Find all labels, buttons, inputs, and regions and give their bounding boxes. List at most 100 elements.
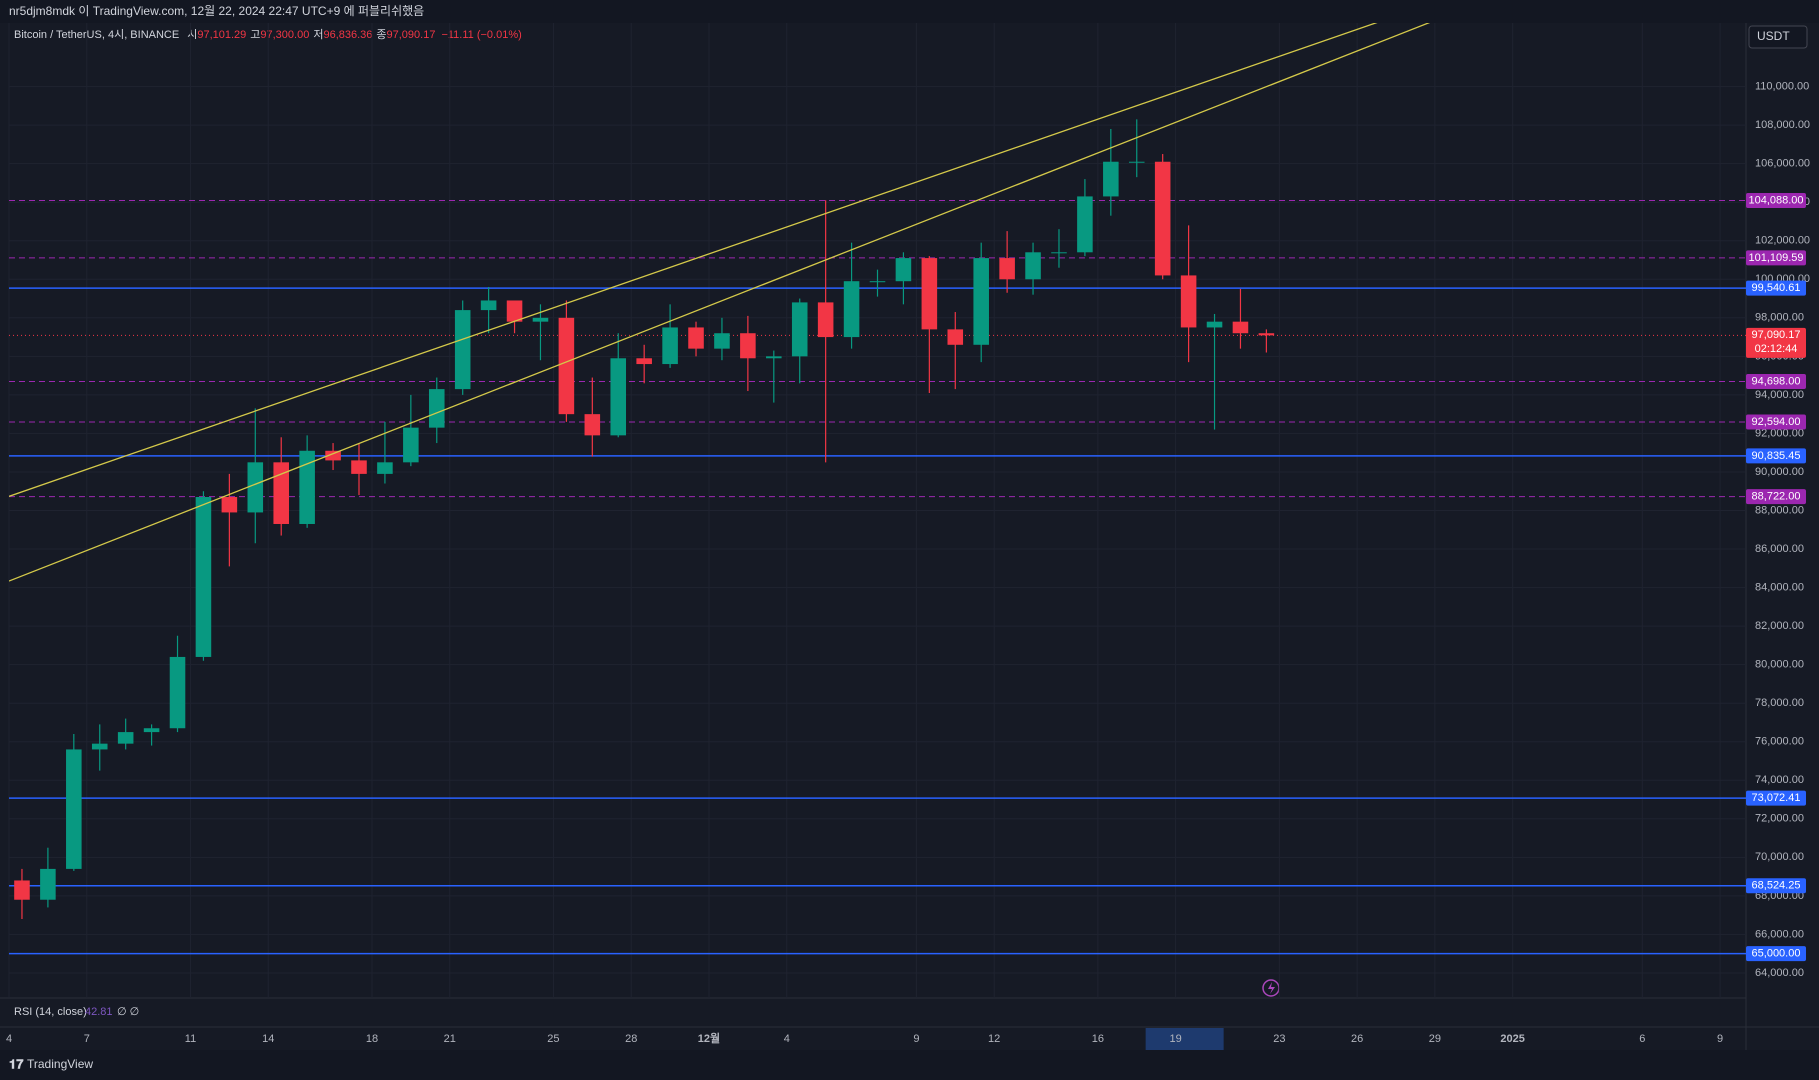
level-label: 88,722.00 <box>1752 490 1801 502</box>
y-tick-label: 82,000.00 <box>1755 620 1804 632</box>
plot <box>9 23 1746 955</box>
candle-body <box>817 302 834 338</box>
candle-body <box>662 327 678 365</box>
ohlc-value: 97,101.29 <box>197 29 246 41</box>
candle-body <box>1232 321 1249 334</box>
ohlc-value: 97,090.17 <box>387 29 436 41</box>
x-tick-label: 18 <box>366 1033 378 1045</box>
x-tick-label: 11 <box>185 1033 196 1045</box>
candle-body <box>1258 333 1275 336</box>
candle-body <box>91 743 108 750</box>
level-label: 99,540.61 <box>1752 282 1801 294</box>
rsi-value: 42.81 <box>85 1006 113 1018</box>
x-tick-label: 12월 <box>698 1031 720 1045</box>
candle-body <box>895 258 912 282</box>
grid <box>8 23 1746 998</box>
candle-body <box>869 281 886 283</box>
x-tick-label: 14 <box>262 1033 274 1045</box>
level-tag <box>1746 878 1806 894</box>
candle-body <box>1180 275 1197 328</box>
level-tag <box>1746 280 1806 296</box>
candle-body <box>1103 161 1119 197</box>
level-label: 73,072.41 <box>1752 792 1801 804</box>
candle-body <box>766 356 782 359</box>
x-tick-label: 6 <box>1639 1033 1645 1045</box>
ohlc-label: 종 <box>376 29 386 41</box>
currency: USDT <box>1757 29 1790 43</box>
candle-body <box>999 258 1015 280</box>
candle-body <box>480 300 497 311</box>
y-tick-label: 76,000.00 <box>1755 736 1804 748</box>
x-tick-label: 29 <box>1429 1033 1441 1045</box>
candle-body <box>584 414 601 436</box>
candle-body <box>273 462 289 524</box>
y-tick-label: 106,000.00 <box>1755 158 1810 170</box>
x-tick-label: 4 <box>6 1033 12 1045</box>
candle-body <box>740 333 756 359</box>
x-tick-label: 12 <box>988 1033 1000 1045</box>
level-label: 90,835.45 <box>1752 450 1801 462</box>
level-label: 68,524.25 <box>1752 880 1801 892</box>
candle-body <box>454 310 471 390</box>
x-tick-label: 19 <box>1170 1033 1182 1045</box>
candle-body <box>1077 196 1093 253</box>
y-tick-label: 70,000.00 <box>1755 851 1804 863</box>
candle-body <box>299 450 315 524</box>
candle-body <box>403 427 419 463</box>
trend-line <box>9 23 1378 497</box>
level-tag <box>1746 790 1806 806</box>
candle-body <box>636 358 652 365</box>
candle-body <box>558 317 575 415</box>
y-tick-label: 98,000.00 <box>1755 312 1804 324</box>
header-text: nr5djm8mdk 이 TradingView.com, 12월 22, 20… <box>9 4 424 18</box>
candle-body <box>247 462 264 513</box>
level-tag <box>1746 193 1806 209</box>
x-tick-label: 2025 <box>1500 1033 1524 1045</box>
y-tick-label: 74,000.00 <box>1755 774 1804 786</box>
candle-body <box>947 329 964 345</box>
x-tick-label: 9 <box>1717 1033 1723 1045</box>
candle-body <box>325 450 341 461</box>
candle-body <box>1154 161 1171 276</box>
footer-bar <box>0 1050 1819 1080</box>
y-tick-label: 110,000.00 <box>1755 80 1809 92</box>
candle-body <box>377 462 393 474</box>
candle-body <box>1051 252 1067 254</box>
x-tick-label: 21 <box>444 1033 456 1045</box>
candle-body <box>1128 161 1145 163</box>
candle-body <box>351 460 367 474</box>
level-label: 94,698.00 <box>1752 375 1801 387</box>
currency-box[interactable] <box>1748 25 1808 49</box>
candle-body <box>1206 321 1223 328</box>
y-tick-label: 86,000.00 <box>1755 543 1804 555</box>
candle-body <box>610 358 627 436</box>
level-label: 65,000.00 <box>1752 948 1801 960</box>
candle-body <box>714 333 730 349</box>
y-tick-label: 66,000.00 <box>1755 928 1804 940</box>
legend: Bitcoin / TetherUS, 4시, BINANCE 시 97,101.… <box>14 28 522 41</box>
level-tag <box>1746 414 1806 430</box>
y-tick-label: 72,000.00 <box>1755 813 1804 825</box>
candle-body <box>921 258 938 330</box>
x-tick-label: 26 <box>1351 1033 1363 1045</box>
x-tick-label: 7 <box>84 1033 90 1045</box>
ohlc-value: 96,836.36 <box>323 29 372 41</box>
level-label: 101,109.59 <box>1748 252 1803 264</box>
candle-body <box>1025 252 1041 280</box>
header-bar <box>0 0 1819 23</box>
y-tick-label: 102,000.00 <box>1755 235 1810 247</box>
ohlc-label: 고 <box>250 29 260 41</box>
level-tag <box>1746 489 1806 505</box>
ohlc-value: 97,300.00 <box>260 29 309 41</box>
level-label: 92,594.00 <box>1752 416 1801 428</box>
candle-body <box>428 389 445 428</box>
x-tick-label: 16 <box>1092 1033 1104 1045</box>
level-tag <box>1746 448 1806 464</box>
candle-body <box>791 302 808 357</box>
candle-body <box>532 317 549 322</box>
y-tick-label: 78,000.00 <box>1755 697 1804 709</box>
event-icon-bolt <box>1268 982 1275 994</box>
candle-body <box>66 749 82 869</box>
